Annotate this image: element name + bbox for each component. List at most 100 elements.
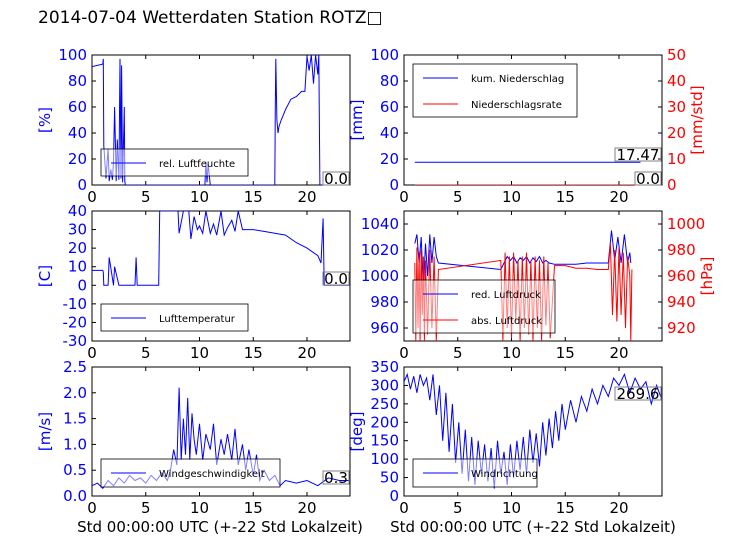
- y-tick-label: 0: [389, 487, 399, 505]
- y-tick-label: 300: [370, 376, 399, 394]
- current-value-label: 0.0: [324, 170, 348, 188]
- series-line: [92, 55, 350, 185]
- x-tick-label: 15: [556, 499, 575, 517]
- y2-tick-label: 1000: [667, 215, 705, 233]
- x-tick-label: 20: [609, 188, 628, 206]
- legend-label: Windrichtung: [471, 469, 538, 480]
- y-tick-label: 20: [380, 150, 399, 168]
- x-tick-label: 10: [502, 499, 521, 517]
- x-axis-label-right: Std 00:00:00 UTC (+-22 Std Lokalzeit): [390, 518, 676, 536]
- legend-label: Windgeschwindigkeit: [159, 469, 265, 480]
- y2-tick-label: 50: [667, 46, 686, 64]
- x-tick-label: 5: [141, 188, 151, 206]
- y2-tick-label: 10: [667, 150, 686, 168]
- y-tick-label: 0: [389, 176, 399, 194]
- y2-tick-label: 940: [667, 293, 696, 311]
- x-tick-label: 20: [297, 344, 316, 362]
- y-tick-label: 250: [370, 395, 399, 413]
- current-value-box: [322, 271, 350, 286]
- y-tick-label: 1040: [361, 215, 399, 233]
- y-tick-label: -10: [63, 295, 88, 313]
- legend: rel. Luftfeuchte: [100, 148, 249, 177]
- y-tick-label: 1.5: [63, 410, 87, 428]
- y-tick-label: 2.5: [63, 358, 87, 376]
- x-tick-label: 15: [244, 188, 263, 206]
- x-tick-label: 5: [141, 499, 151, 517]
- series-line: [414, 230, 632, 290]
- wind-direction-panel: 0 5 10 15 20050100150200250300350[deg]Windri…: [348, 358, 663, 517]
- x-tick-label: 15: [244, 344, 263, 362]
- x-tick-label: 5: [453, 344, 463, 362]
- legend-box: [412, 63, 578, 118]
- y2-tick-label: 960: [667, 267, 696, 285]
- y-tick-label: 40: [68, 124, 87, 142]
- y-tick-label: 100: [58, 46, 87, 64]
- x-tick-label: 10: [190, 344, 209, 362]
- y-tick-label: 0.0: [63, 487, 87, 505]
- y2-tick-label: 20: [667, 124, 686, 142]
- y-tick-label: -20: [63, 313, 88, 331]
- pressure-panel: 0 5 10 15 20 960 980 1000 1020 1040 920 940 960 980 10…: [361, 210, 716, 362]
- current-value-label: 0.0: [324, 270, 348, 288]
- x-tick-label: 5: [453, 499, 463, 517]
- x-tick-label: 10: [502, 344, 521, 362]
- y-tick-label: 0: [77, 276, 87, 294]
- x-tick-label: 5: [141, 344, 151, 362]
- y-tick-label: 30: [68, 221, 87, 239]
- legend-label: rel. Luftfeuchte: [159, 159, 235, 170]
- y-tick-label: 60: [380, 98, 399, 116]
- y2-tick-label: 0: [667, 176, 677, 194]
- y-tick-label: 980: [370, 293, 399, 311]
- y-tick-label: 1000: [361, 267, 399, 285]
- y-tick-label: 80: [68, 72, 87, 90]
- y-tick-label: 10: [68, 258, 87, 276]
- x-tick-label: 15: [244, 499, 263, 517]
- y-axis-label: [hPa]: [698, 257, 716, 296]
- y2-tick-label: 980: [667, 241, 696, 259]
- current-value-box: [634, 171, 662, 186]
- y-axis-label: [mm]: [348, 100, 366, 141]
- legend-label: red. Luftdruck: [471, 290, 541, 301]
- y2-axis-label: [mm/std]: [688, 85, 706, 154]
- x-tick-label: 10: [190, 499, 209, 517]
- current-value-box: [614, 386, 662, 401]
- current-value-label: 0.0: [636, 170, 660, 188]
- y-tick-label: 40: [68, 202, 87, 220]
- x-tick-label: 10: [502, 188, 521, 206]
- x-tick-label: 20: [297, 188, 316, 206]
- current-value-box: [614, 147, 662, 162]
- x-tick-label: 15: [556, 344, 575, 362]
- current-value-label: 17.47: [617, 146, 660, 164]
- y-tick-label: 50: [380, 469, 399, 487]
- x-tick-label: 0: [399, 188, 409, 206]
- series-line: [92, 211, 350, 286]
- y2-tick-label: 30: [667, 98, 686, 116]
- y-tick-label: 1020: [361, 241, 399, 259]
- y-tick-label: 20: [68, 150, 87, 168]
- legend: Windgeschwindigkeit: [100, 458, 281, 488]
- y-tick-label: 100: [370, 450, 399, 468]
- x-tick-label: 20: [609, 499, 628, 517]
- y-axis-label: [C]: [36, 265, 54, 287]
- wind-speed-panel: 0 5 10 15 20 0.0 0.5 1.0 1.5 2.0 2.5 [m/s] Windgesch…: [36, 358, 351, 517]
- legend: Lufttemperatur: [100, 303, 249, 332]
- y-axis-label: [%]: [36, 107, 54, 133]
- x-tick-label: 20: [297, 499, 316, 517]
- y-tick-label: 960: [370, 319, 399, 337]
- y-tick-label: 20: [68, 239, 87, 257]
- legend-label: Lufttemperatur: [159, 314, 236, 325]
- x-tick-label: 0: [87, 188, 97, 206]
- current-value-label: 269.6: [617, 385, 660, 403]
- y-tick-label: 200: [370, 413, 399, 431]
- legend: kum. Niederschlag Niederschlagsrate: [412, 63, 578, 118]
- y2-tick-label: 920: [667, 319, 696, 337]
- y-tick-label: 0: [77, 176, 87, 194]
- temperature-panel: 0 5 10 15 20-30-20-10010203040[C]Lufttempera…: [36, 202, 351, 362]
- current-value-box: [322, 470, 350, 485]
- y-tick-label: 0.5: [63, 461, 87, 479]
- y-axis-label: [m/s]: [36, 412, 54, 451]
- y-tick-label: -30: [63, 332, 88, 350]
- x-tick-label: 10: [190, 188, 209, 206]
- legend: Windrichtung: [412, 458, 538, 488]
- y-tick-label: 350: [370, 358, 399, 376]
